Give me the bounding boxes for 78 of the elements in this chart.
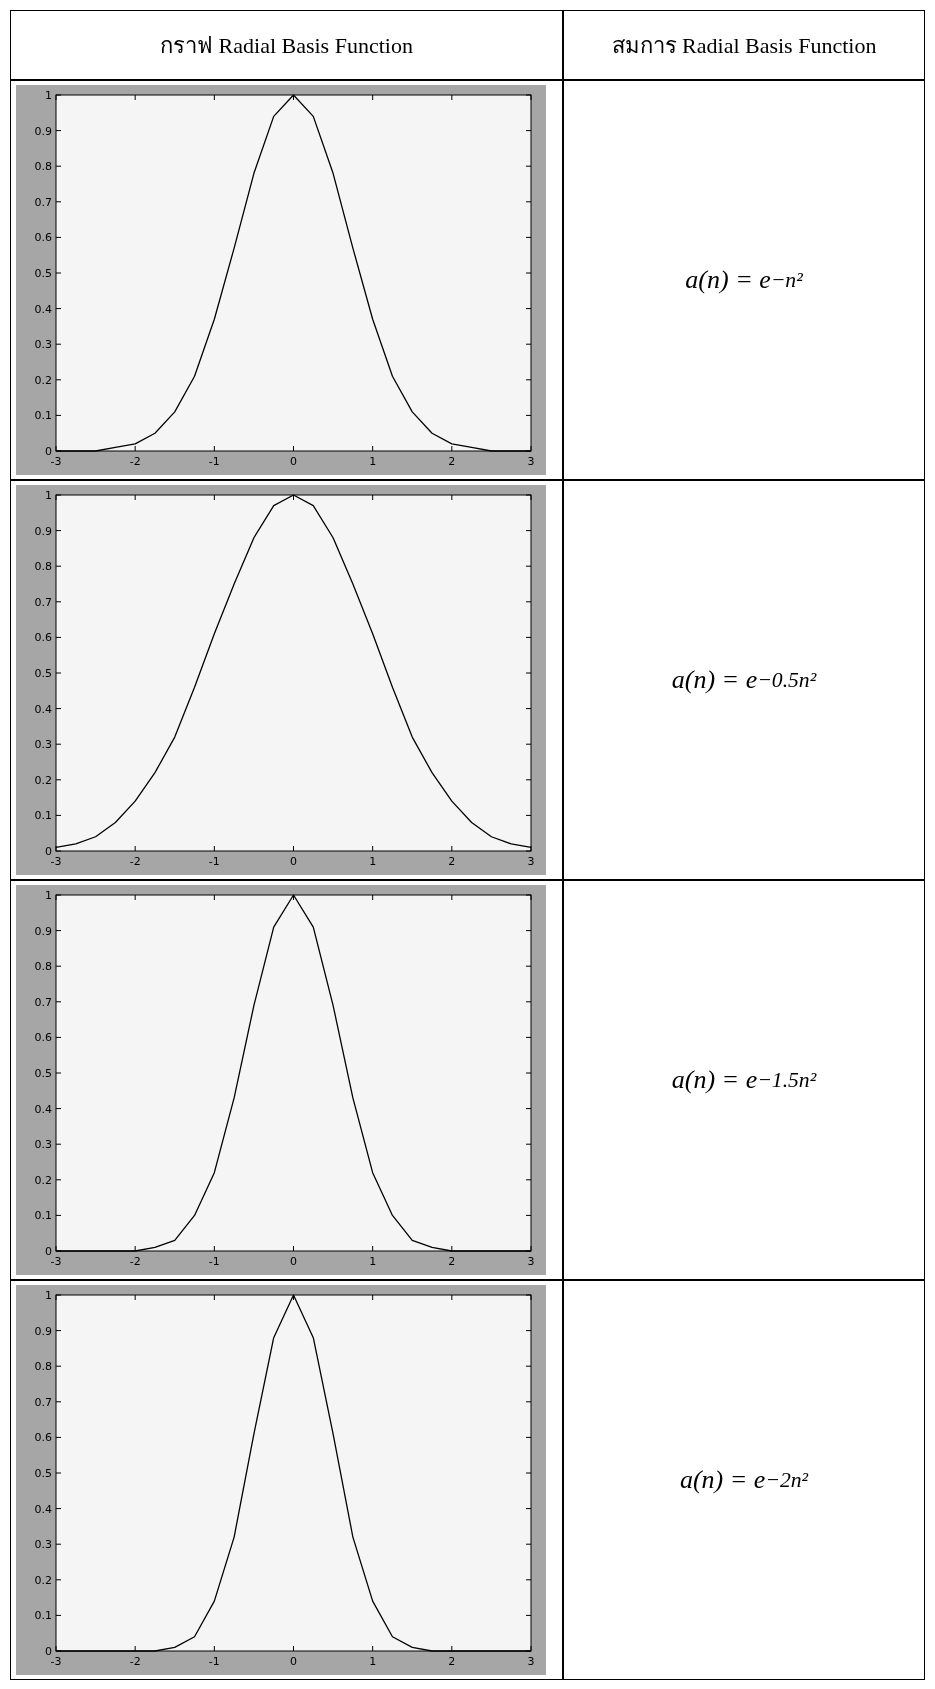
x-tick-label: 0 [290,455,297,468]
x-tick-label: 0 [290,1255,297,1268]
y-tick-label: 0.4 [34,302,52,316]
y-tick-label: 0.9 [34,124,52,138]
y-tick-label: 0.7 [34,595,52,609]
x-tick-label: -1 [208,455,220,468]
y-tick-label: 0.1 [34,1209,52,1223]
y-tick-label: 1 [45,489,52,502]
y-tick-label: 0.7 [34,1395,52,1409]
x-tick-label: 2 [448,1255,456,1268]
y-tick-label: 0 [45,1645,52,1658]
y-tick-label: 0.6 [34,1031,52,1045]
y-tick-label: 0.9 [34,1324,52,1338]
y-tick-label: 0.9 [34,924,52,938]
x-tick-label: -1 [208,855,220,868]
x-tick-label: -2 [129,1255,141,1268]
x-tick-label: -2 [129,1655,141,1668]
y-tick-label: 0.3 [34,338,52,352]
x-tick-label: -3 [50,855,62,868]
y-tick-label: 1 [45,1289,52,1302]
x-tick-label: 1 [369,855,377,868]
line-series [55,494,532,849]
y-tick-label: 0.5 [34,267,52,280]
y-tick-label: 0.2 [34,373,52,387]
x-tick-label: 3 [527,455,535,468]
y-tick-label: 1 [45,89,52,102]
y-tick-label: 0.2 [34,1173,52,1187]
y-tick-label: 0 [45,1245,52,1258]
x-tick-label: -2 [129,855,141,868]
y-tick-label: 0.4 [34,702,52,716]
line-series [55,1294,532,1652]
x-tick-label: -3 [50,1655,62,1668]
y-tick-label: 0.3 [34,1538,52,1552]
line-series [55,894,532,1252]
x-tick-label: 1 [369,1255,377,1268]
y-tick-label: 0.6 [34,631,52,645]
x-tick-label: 3 [527,1255,535,1268]
x-tick-label: 1 [369,1655,377,1668]
text: สมการ Radial Basis Function [563,10,925,80]
y-tick-label: 0.5 [34,667,52,680]
x-tick-label: 2 [448,1655,456,1668]
x-tick-label: 1 [369,455,377,468]
x-tick-label: 2 [448,855,456,868]
y-tick-label: 0.6 [34,231,52,245]
y-tick-label: 0.8 [34,560,52,574]
x-tick-label: 2 [448,455,456,468]
y-tick-label: 0.5 [34,1467,52,1480]
y-tick-label: 0 [45,845,52,858]
x-tick-label: -1 [208,1655,220,1668]
y-tick-label: 0.4 [34,1502,52,1516]
y-tick-label: 0.8 [34,160,52,174]
y-tick-label: 0.8 [34,960,52,974]
y-tick-label: 1 [45,889,52,902]
text: กราฟ Radial Basis Function [10,10,563,80]
y-tick-label: 0.1 [34,1609,52,1623]
x-tick-label: 3 [527,1655,535,1668]
y-tick-label: 0.3 [34,738,52,752]
y-tick-label: 0.6 [34,1431,52,1445]
y-tick-label: 0.7 [34,195,52,209]
x-tick-label: 0 [290,1655,297,1668]
x-tick-label: 0 [290,855,297,868]
y-tick-label: 0.7 [34,995,52,1009]
x-tick-label: -1 [208,1255,220,1268]
x-tick-label: -3 [50,455,62,468]
x-tick-label: -3 [50,1255,62,1268]
line-series [55,94,532,452]
y-tick-label: 0.8 [34,1360,52,1374]
y-tick-label: 0.1 [34,809,52,823]
y-tick-label: 0.2 [34,773,52,787]
y-tick-label: 0.2 [34,1573,52,1587]
x-tick-label: -2 [129,455,141,468]
y-tick-label: 0 [45,445,52,458]
y-tick-label: 0.5 [34,1067,52,1080]
y-tick-label: 0.4 [34,1102,52,1116]
x-tick-label: 3 [527,855,535,868]
y-tick-label: 0.1 [34,409,52,423]
y-tick-label: 0.3 [34,1138,52,1152]
y-tick-label: 0.9 [34,524,52,538]
